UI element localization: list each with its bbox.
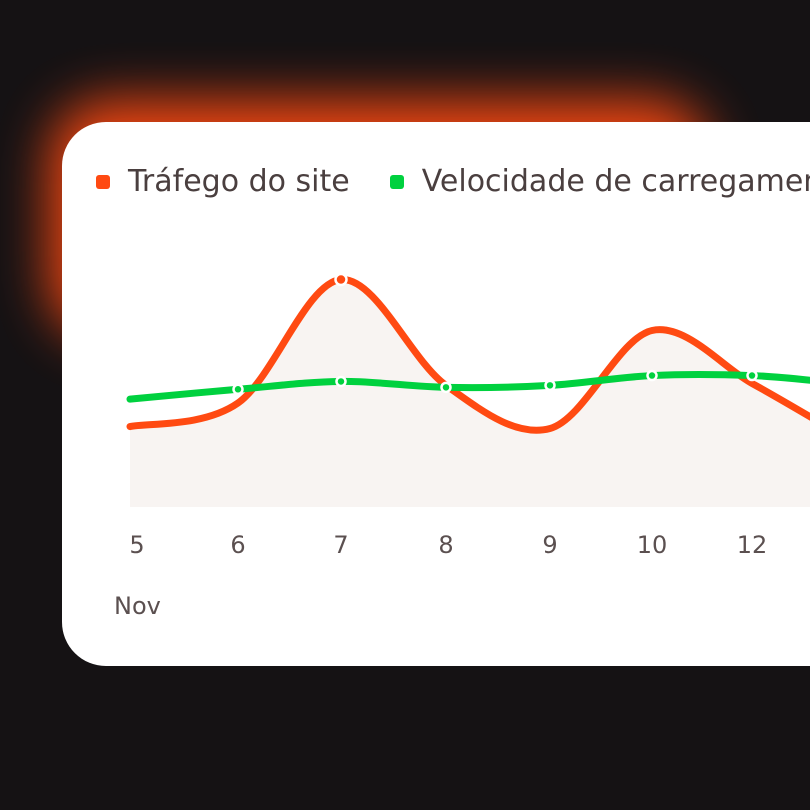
speed-point-7[interactable] bbox=[335, 375, 347, 388]
legend-swatch-traffic bbox=[96, 174, 110, 189]
x-tick-label: 8 bbox=[438, 531, 453, 559]
legend-item-traffic[interactable]: Tráfego do site bbox=[96, 164, 350, 199]
speed-point-6[interactable] bbox=[232, 383, 244, 396]
speed-point-12[interactable] bbox=[746, 369, 758, 382]
legend-item-speed[interactable]: Velocidade de carregamento bbox=[389, 164, 810, 199]
speed-point-10[interactable] bbox=[646, 369, 658, 382]
chart-legend: Tráfego do site Velocidade de carregamen… bbox=[96, 164, 810, 199]
legend-label-traffic: Tráfego do site bbox=[128, 164, 350, 199]
traffic-point-7[interactable] bbox=[334, 272, 348, 287]
legend-swatch-speed bbox=[389, 174, 404, 189]
line-series-speed bbox=[126, 371, 810, 403]
speed-point-9[interactable] bbox=[544, 379, 556, 392]
x-tick-label: 10 bbox=[637, 531, 668, 559]
x-tick-label: 9 bbox=[542, 531, 557, 559]
line-series-traffic bbox=[126, 276, 810, 434]
speed-point-8[interactable] bbox=[440, 381, 452, 394]
x-tick-label: 6 bbox=[230, 531, 245, 559]
x-tick-label: 5 bbox=[129, 531, 144, 559]
legend-label-speed: Velocidade de carregamento bbox=[421, 164, 810, 199]
x-axis-month-label: Nov bbox=[114, 592, 161, 620]
x-tick-label: 12 bbox=[737, 531, 768, 559]
x-tick-label: 7 bbox=[333, 531, 348, 559]
